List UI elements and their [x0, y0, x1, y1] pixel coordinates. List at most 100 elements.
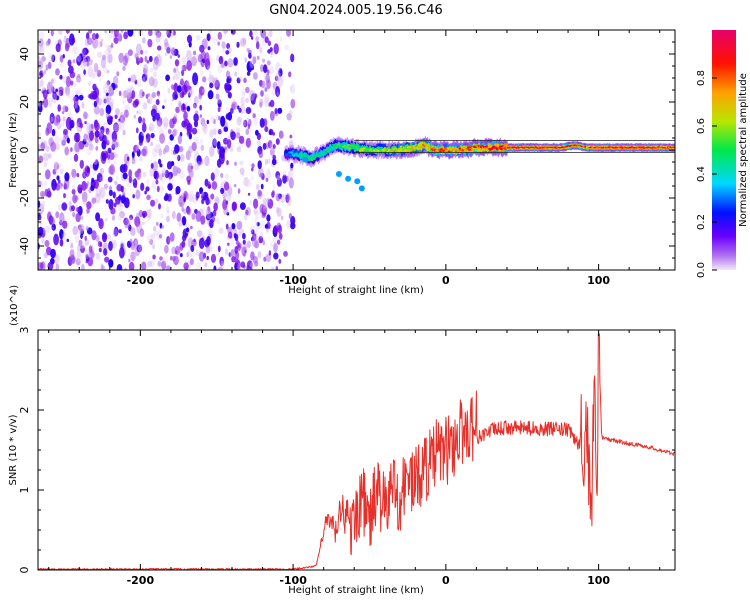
- noise-speckle: [197, 160, 202, 167]
- noise-speckle: [228, 252, 232, 257]
- noise-speckle: [224, 60, 228, 67]
- noise-speckle: [186, 105, 191, 112]
- noise-speckle: [193, 120, 199, 128]
- noise-speckle: [224, 83, 231, 94]
- noise-speckle: [122, 59, 125, 63]
- spectrogram-x-tick-label: 100: [587, 274, 610, 287]
- noise-speckle: [47, 61, 52, 70]
- noise-speckle: [115, 176, 119, 181]
- noise-speckle: [196, 230, 203, 238]
- noise-speckle: [141, 210, 148, 218]
- noise-speckle: [141, 148, 147, 157]
- noise-speckle: [259, 101, 263, 108]
- signal-track-cell: [323, 148, 327, 152]
- noise-speckle: [55, 263, 60, 270]
- noise-speckle: [255, 41, 260, 50]
- noise-speckle: [181, 234, 187, 242]
- signal-track-cell: [326, 150, 330, 153]
- noise-speckle: [57, 104, 61, 112]
- noise-speckle: [260, 80, 266, 89]
- noise-speckle: [148, 30, 153, 37]
- noise-speckle: [206, 119, 209, 125]
- noise-speckle: [117, 212, 123, 222]
- noise-speckle: [111, 138, 117, 149]
- noise-speckle: [269, 110, 275, 121]
- noise-speckle: [99, 176, 103, 182]
- noise-speckle: [229, 237, 235, 248]
- noise-speckle: [262, 204, 268, 214]
- noise-speckle: [262, 142, 267, 150]
- noise-speckle: [253, 72, 258, 80]
- noise-speckle: [177, 154, 181, 162]
- noise-speckle: [107, 147, 112, 154]
- noise-speckle: [82, 244, 86, 249]
- noise-speckle: [141, 131, 145, 137]
- noise-speckle: [268, 128, 274, 136]
- noise-speckle: [212, 210, 217, 217]
- noise-speckle: [274, 108, 278, 115]
- noise-speckle: [191, 141, 197, 152]
- signal-track-cell: [442, 149, 446, 153]
- noise-speckle: [101, 94, 108, 106]
- noise-speckle: [175, 186, 181, 195]
- noise-speckle: [143, 68, 147, 75]
- noise-speckle: [233, 233, 237, 239]
- noise-speckle: [287, 170, 292, 178]
- noise-speckle: [252, 56, 257, 65]
- noise-speckle: [63, 128, 68, 135]
- noise-speckle: [106, 80, 111, 86]
- noise-speckle: [148, 97, 153, 105]
- noise-speckle: [218, 115, 221, 121]
- noise-speckle: [241, 246, 247, 257]
- noise-speckle: [105, 92, 109, 97]
- noise-speckle: [144, 55, 148, 62]
- noise-speckle: [65, 85, 71, 96]
- noise-speckle: [66, 137, 70, 144]
- noise-speckle: [81, 263, 85, 270]
- noise-speckle: [157, 45, 162, 51]
- noise-speckle: [136, 148, 141, 157]
- noise-speckle: [218, 227, 224, 234]
- colorbar-tick-label: 0.2: [696, 214, 707, 230]
- noise-speckle: [44, 251, 48, 259]
- noise-speckle: [210, 114, 214, 121]
- noise-speckle: [256, 222, 260, 227]
- noise-speckle: [288, 71, 292, 78]
- noise-speckle: [155, 143, 162, 154]
- noise-speckle: [217, 98, 222, 104]
- noise-speckle: [100, 38, 104, 43]
- noise-speckle: [65, 76, 71, 88]
- noise-speckle: [69, 254, 76, 265]
- noise-speckle: [96, 98, 103, 106]
- noise-speckle: [90, 185, 95, 192]
- noise-speckle: [206, 33, 211, 42]
- spectrogram-y-tick-label: -20: [18, 189, 31, 207]
- noise-speckle: [71, 259, 75, 265]
- noise-speckle: [160, 213, 164, 219]
- noise-speckle: [261, 40, 266, 47]
- noise-speckle: [185, 150, 191, 161]
- noise-speckle: [48, 52, 54, 64]
- noise-speckle: [207, 46, 211, 51]
- noise-speckle: [152, 161, 158, 172]
- noise-speckle: [47, 153, 52, 159]
- noise-speckle: [266, 79, 271, 90]
- noise-speckle: [266, 254, 270, 258]
- noise-speckle: [104, 217, 108, 222]
- noise-speckle: [139, 156, 143, 162]
- noise-speckle: [174, 93, 178, 100]
- noise-speckle: [175, 166, 181, 175]
- noise-speckle: [98, 247, 102, 253]
- noise-speckle: [58, 86, 64, 94]
- noise-speckle: [217, 107, 221, 113]
- noise-speckle: [205, 197, 210, 206]
- noise-speckle: [163, 98, 167, 104]
- noise-speckle: [218, 55, 224, 65]
- noise-speckle: [251, 235, 258, 248]
- noise-speckle: [134, 79, 138, 85]
- spectrogram-y-tick-label: 20: [18, 95, 31, 109]
- noise-speckle: [285, 193, 291, 202]
